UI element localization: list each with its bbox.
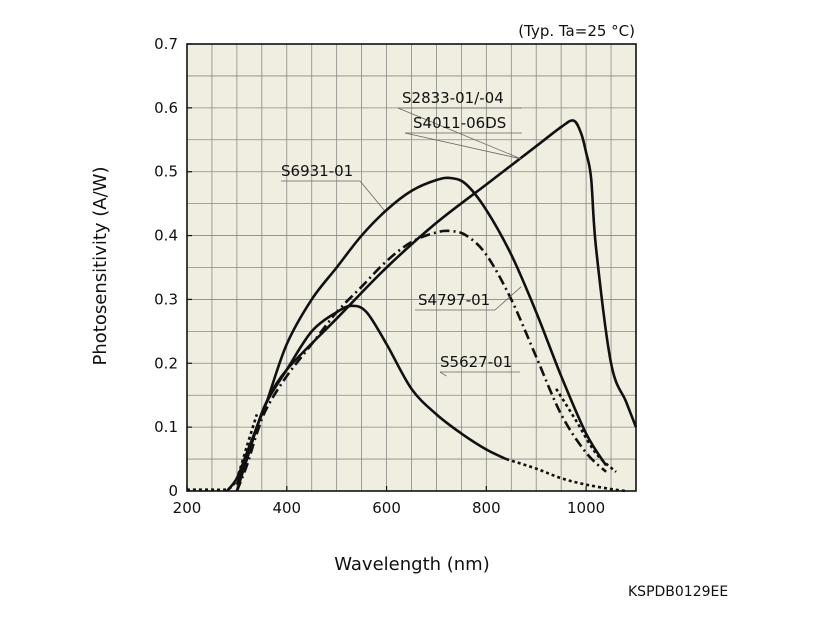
y-axis-label: Photosensitivity (A/W): [90, 167, 111, 366]
y-tick-label: 0.4: [154, 227, 178, 245]
label-s5627-01: S5627-01: [440, 353, 512, 371]
leader-s5627-01: [439, 371, 447, 377]
y-tick-label: 0.1: [154, 418, 178, 436]
axis-ticks: 200 400 600 800 1000 0 0.1 0.2 0.3 0.4 0.5 0.6 0.7: [154, 35, 605, 517]
series-s4797-01: [235, 229, 607, 492]
label-s2833-01-04: S2833-01/-04: [402, 89, 504, 107]
y-tick-label: 0: [168, 482, 178, 500]
leader-s4797-01: [494, 286, 522, 311]
x-tick-label: 400: [272, 499, 301, 517]
y-tick-label: 0.5: [154, 163, 178, 181]
leader-s2833-01-04: [397, 107, 522, 160]
y-tick-label: 0.6: [154, 99, 178, 117]
series-curves: [186, 119, 638, 493]
x-tick-label: 200: [173, 499, 202, 517]
x-tick-label: 1000: [567, 499, 605, 517]
y-tick-label: 0.3: [154, 290, 178, 308]
series-s5627-01: [235, 304, 507, 492]
y-tick-label: 0.7: [154, 35, 178, 53]
label-s4797-01: S4797-01: [418, 291, 490, 309]
plot-frame: [186, 43, 637, 492]
document-code: KSPDB0129EE: [628, 584, 729, 600]
series-extension-6: [555, 388, 617, 473]
series-extension-5: [186, 413, 259, 492]
label-s4011-06ds: S4011-06DS: [413, 114, 506, 132]
y-tick-label: 0.2: [154, 354, 178, 372]
label-s6931-01: S6931-01: [281, 162, 353, 180]
measurement-condition: (Typ. Ta=25 °C): [518, 22, 635, 40]
x-tick-label: 800: [472, 499, 501, 517]
x-tick-label: 600: [372, 499, 401, 517]
leader-s6931-01: [359, 180, 385, 211]
series-annotations: S2833-01/-04 S4011-06DS S6931-01 S4797-01 S5…: [281, 89, 522, 377]
series-extension-4: [505, 457, 627, 493]
leader-s4011-06ds: [404, 132, 522, 160]
x-axis-label: Wavelength (nm): [334, 554, 490, 575]
